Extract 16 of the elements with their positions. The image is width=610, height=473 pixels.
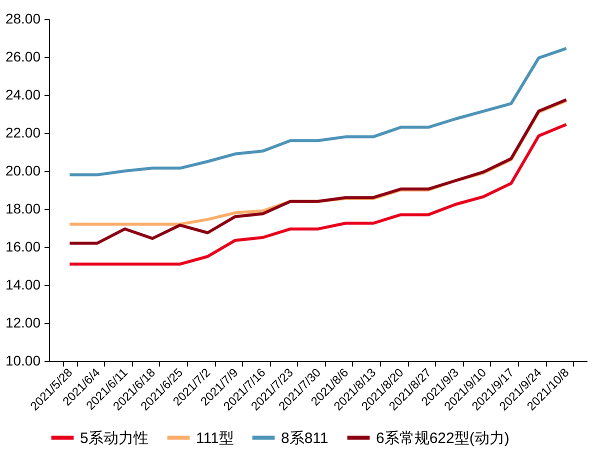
y-tick-label: 12.00 <box>5 314 41 330</box>
line-series <box>68 46 568 176</box>
y-tick-label: 10.00 <box>5 352 41 368</box>
legend-label: 8系811 <box>281 430 328 447</box>
y-tick-label: 20.00 <box>5 162 41 178</box>
y-tick-label: 14.00 <box>5 276 41 292</box>
legend-label: 5系动力性 <box>80 430 148 447</box>
y-tick-label: 16.00 <box>5 238 41 254</box>
legend-label: 6系常规622型(动力) <box>376 430 510 447</box>
y-tick-label: 26.00 <box>5 48 41 64</box>
y-tick-label: 22.00 <box>5 124 41 140</box>
legend-label: 111型 <box>196 430 234 447</box>
y-tick-label: 18.00 <box>5 200 41 216</box>
y-tick-label: 28.00 <box>5 10 41 26</box>
y-tick-label: 24.00 <box>5 86 41 102</box>
line-series <box>68 122 568 266</box>
